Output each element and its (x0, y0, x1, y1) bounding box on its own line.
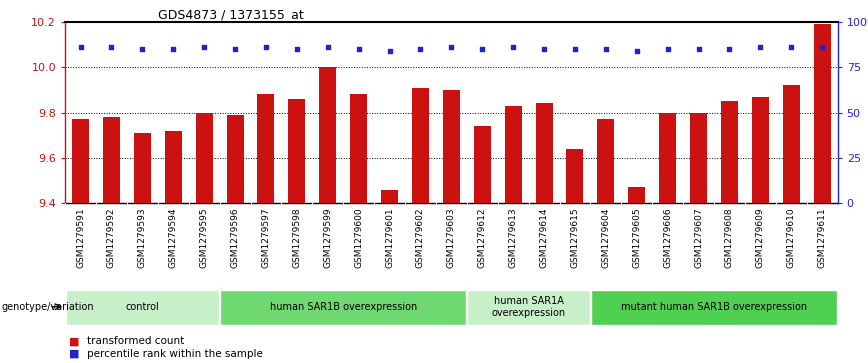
Bar (103, 117, 120, 203)
Text: human SAR1A
overexpression: human SAR1A overexpression (491, 296, 566, 318)
Text: GSM1279591: GSM1279591 (76, 207, 85, 268)
Bar (195, 113, 213, 203)
Bar (567, 149, 583, 203)
Point (352, 46, 365, 52)
Bar (813, 24, 831, 203)
Point (383, 48, 397, 54)
FancyBboxPatch shape (66, 290, 219, 325)
Text: GSM1279605: GSM1279605 (632, 207, 641, 268)
Bar (258, 94, 274, 203)
Point (630, 48, 644, 54)
Bar (690, 113, 707, 203)
Text: GSM1279601: GSM1279601 (385, 207, 394, 268)
Text: GSM1279598: GSM1279598 (293, 207, 301, 268)
Point (104, 44, 118, 50)
Point (259, 44, 273, 50)
Text: GSM1279612: GSM1279612 (477, 207, 487, 268)
Text: ■: ■ (69, 336, 80, 346)
Text: GSM1279599: GSM1279599 (323, 207, 332, 268)
FancyBboxPatch shape (468, 290, 589, 325)
Text: GSM1279593: GSM1279593 (138, 207, 147, 268)
Text: GSM1279604: GSM1279604 (602, 207, 610, 268)
Text: GSM1279610: GSM1279610 (786, 207, 796, 268)
Point (753, 44, 767, 50)
Point (661, 46, 674, 52)
Text: percentile rank within the sample: percentile rank within the sample (87, 349, 263, 359)
Text: GDS4873 / 1373155_at: GDS4873 / 1373155_at (158, 8, 304, 21)
Bar (474, 126, 490, 203)
Point (290, 46, 304, 52)
Bar (783, 85, 799, 203)
Bar (134, 133, 151, 203)
Text: GSM1279596: GSM1279596 (231, 207, 240, 268)
Bar (504, 106, 522, 203)
Text: ■: ■ (69, 349, 80, 359)
Point (815, 44, 829, 50)
Point (167, 46, 181, 52)
FancyBboxPatch shape (220, 290, 466, 325)
Text: GSM1279609: GSM1279609 (756, 207, 765, 268)
Text: mutant human SAR1B overexpression: mutant human SAR1B overexpression (621, 302, 807, 312)
Bar (227, 115, 244, 203)
Point (74, 44, 88, 50)
Point (568, 46, 582, 52)
Text: genotype/variation: genotype/variation (2, 302, 95, 312)
FancyBboxPatch shape (591, 290, 837, 325)
Text: human SAR1B overexpression: human SAR1B overexpression (270, 302, 417, 312)
Point (476, 46, 490, 52)
Bar (288, 99, 306, 203)
Text: GSM1279594: GSM1279594 (168, 207, 178, 268)
Text: GSM1279611: GSM1279611 (818, 207, 826, 268)
Bar (381, 189, 398, 203)
Bar (752, 97, 769, 203)
Point (413, 46, 427, 52)
Text: GSM1279603: GSM1279603 (447, 207, 456, 268)
Bar (597, 119, 615, 203)
Bar (350, 94, 367, 203)
Text: GSM1279600: GSM1279600 (354, 207, 363, 268)
Text: GSM1279606: GSM1279606 (663, 207, 672, 268)
Bar (721, 101, 738, 203)
Bar (319, 67, 336, 203)
Point (444, 44, 458, 50)
Point (785, 44, 799, 50)
Bar (536, 103, 553, 203)
Text: control: control (126, 302, 159, 312)
Point (722, 46, 736, 52)
Text: GSM1279615: GSM1279615 (570, 207, 580, 268)
Point (197, 44, 211, 50)
Bar (72, 119, 89, 203)
Text: GSM1279613: GSM1279613 (509, 207, 517, 268)
Point (537, 46, 551, 52)
Text: GSM1279602: GSM1279602 (416, 207, 425, 268)
Text: GSM1279607: GSM1279607 (694, 207, 703, 268)
Text: GSM1279595: GSM1279595 (200, 207, 208, 268)
Bar (443, 90, 460, 203)
Point (692, 46, 706, 52)
Bar (659, 113, 676, 203)
Bar (165, 131, 181, 203)
Text: GSM1279592: GSM1279592 (107, 207, 116, 268)
Text: transformed count: transformed count (87, 336, 184, 346)
Bar (628, 187, 645, 203)
Point (599, 46, 613, 52)
Point (506, 44, 520, 50)
Text: GSM1279597: GSM1279597 (261, 207, 271, 268)
Text: GSM1279608: GSM1279608 (725, 207, 734, 268)
Point (135, 46, 149, 52)
Point (321, 44, 335, 50)
Point (228, 46, 242, 52)
Bar (412, 87, 429, 203)
Text: GSM1279614: GSM1279614 (540, 207, 549, 268)
